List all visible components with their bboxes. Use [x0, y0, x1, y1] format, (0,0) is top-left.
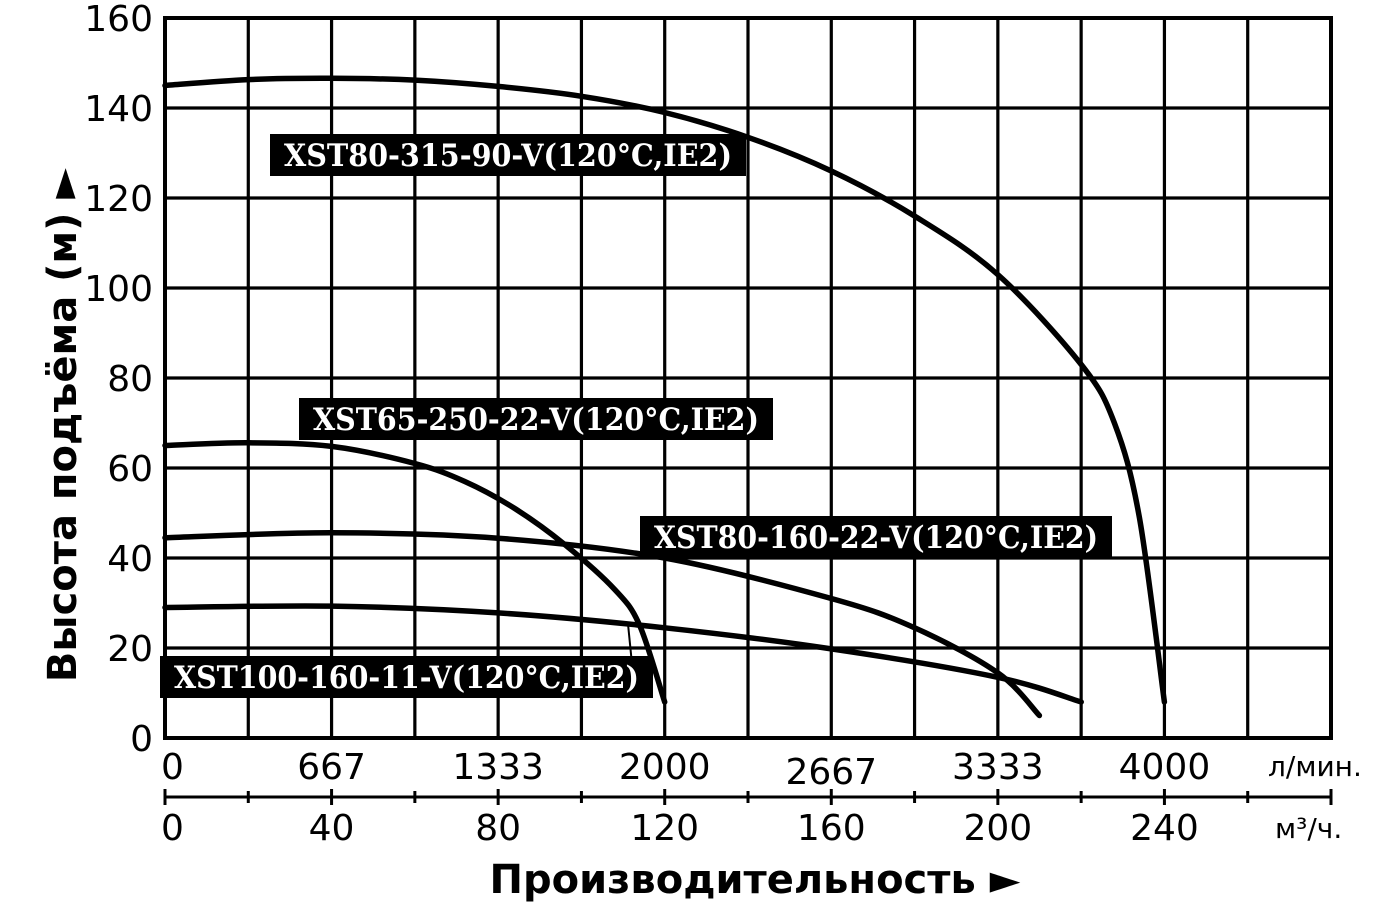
x2-tick-label: 160 — [797, 808, 866, 849]
x-tick-label: 667 — [297, 747, 366, 788]
curve-xst80-160-22 — [162, 530, 1043, 719]
x2-tick-label: 240 — [1130, 808, 1199, 849]
y-tick-label: 40 — [107, 539, 153, 580]
y-tick-label: 140 — [84, 89, 153, 130]
label-xst80-160-22: XST80-160-22-V(120°C,IE2) — [654, 520, 1098, 556]
curve-xst65-250-22 — [162, 440, 668, 705]
x2-tick-label: 120 — [630, 808, 699, 849]
secondary-x-axis — [163, 789, 1333, 805]
x-tick-label: 2000 — [619, 747, 711, 788]
label-xst80-315-90: XST80-315-90-V(120°C,IE2) — [284, 138, 732, 174]
x-tick-label: 3333 — [952, 747, 1044, 788]
label-xst100-160-11-box — [160, 656, 653, 698]
x2-tick-label: 200 — [963, 808, 1032, 849]
curve-xst100-160-11 — [162, 603, 1084, 705]
y-tick-label: 160 — [84, 0, 153, 40]
y-tick-label: 80 — [107, 359, 153, 400]
series-labels: XST80-315-90-V(120°C,IE2) XST65-250-22-V(… — [160, 134, 1112, 698]
x-tick-label: 0 — [161, 747, 184, 788]
x-tick-label: 1333 — [452, 747, 544, 788]
x-axis-title: Производительность ► — [490, 857, 1021, 903]
label-xst100-160-11: XST100-160-11-V(120°C,IE2) — [174, 660, 639, 696]
x-tick-labels: 0 667 1333 2000 2667 3333 4000 — [161, 747, 1210, 793]
label-xst80-315-90-box — [270, 134, 746, 176]
label-xst65-250-22-group: XST65-250-22-V(120°C,IE2) — [299, 398, 773, 440]
y-axis-title: Высота подъёма (м) ► — [40, 168, 86, 682]
y-tick-labels: 0 20 40 60 80 100 120 140 160 — [84, 0, 153, 760]
x2-tick-label: 80 — [475, 808, 521, 849]
curves — [162, 75, 1168, 719]
y-tick-label: 20 — [107, 629, 153, 670]
curve-xst80-315-90 — [162, 75, 1168, 705]
x-tick-label: 2667 — [785, 752, 877, 793]
x2-unit-label: м³/ч. — [1275, 812, 1342, 845]
x-tick-label: 4000 — [1119, 747, 1211, 788]
y-tick-label: 120 — [84, 179, 153, 220]
label-xst80-160-22-group: XST80-160-22-V(120°C,IE2) — [640, 516, 1112, 558]
y-tick-label: 0 — [130, 719, 153, 760]
label-xst80-315-90-group: XST80-315-90-V(120°C,IE2) — [270, 134, 746, 176]
y-tick-label: 100 — [84, 269, 153, 310]
label-xst80-160-22-box — [640, 516, 1112, 558]
x2-tick-label: 40 — [309, 808, 355, 849]
plot-frame — [163, 16, 1333, 740]
label-xst65-250-22: XST65-250-22-V(120°C,IE2) — [313, 402, 759, 438]
x2-tick-labels: 0 40 80 120 160 200 240 — [161, 808, 1199, 849]
y-tick-label: 60 — [107, 449, 153, 490]
label-xst100-160-11-group: XST100-160-11-V(120°C,IE2) — [160, 656, 653, 698]
x2-tick-label: 0 — [161, 808, 184, 849]
x-unit-label: л/мин. — [1268, 750, 1362, 783]
plot-border — [163, 16, 1333, 740]
label-xst65-250-22-box — [299, 398, 773, 440]
